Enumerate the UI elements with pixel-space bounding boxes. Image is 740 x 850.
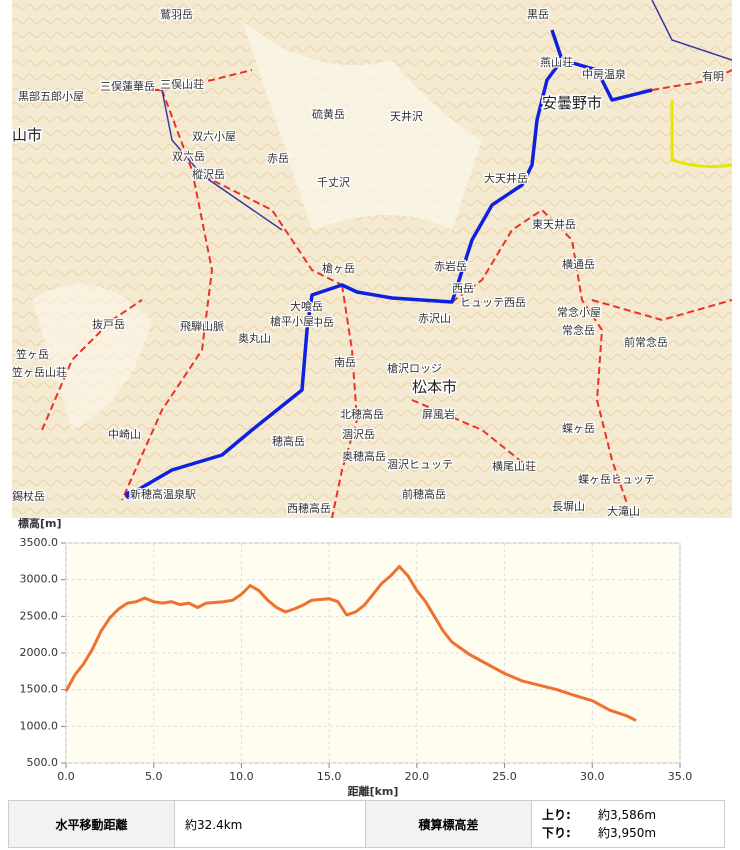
map-label: 中房温泉 bbox=[582, 67, 626, 81]
up-label: 上り: bbox=[542, 808, 571, 822]
map-label: 松本市 bbox=[412, 378, 457, 396]
y-tick-label: 2000.0 bbox=[20, 646, 59, 659]
map-label: 錫杖岳 bbox=[12, 489, 45, 503]
map-label: 前常念岳 bbox=[624, 335, 668, 349]
x-tick-label: 0.0 bbox=[57, 770, 75, 783]
boundary bbox=[161, 0, 732, 231]
map-label: 槍ヶ岳 bbox=[322, 261, 355, 275]
map-label: 飛騨山脈 bbox=[180, 319, 224, 333]
map-label: 赤岩岳 bbox=[434, 259, 467, 273]
map-label: 赤沢山 bbox=[418, 311, 451, 325]
map-label: 三俣蓮華岳 bbox=[100, 79, 155, 93]
map-label: 笠ヶ岳山荘 bbox=[12, 365, 67, 379]
map-label: 天井沢 bbox=[390, 109, 423, 123]
map-label: 大喰岳 bbox=[290, 299, 323, 313]
x-tick-label: 10.0 bbox=[229, 770, 254, 783]
map-label: 蝶ヶ岳ヒュッテ bbox=[578, 472, 655, 486]
map-valley bbox=[32, 284, 152, 430]
y-tick-label: 2500.0 bbox=[20, 609, 59, 622]
map-label: 大滝山 bbox=[607, 504, 640, 518]
x-tick-label: 30.0 bbox=[580, 770, 605, 783]
map-label: 硫黄岳 bbox=[312, 107, 345, 121]
up: 約3,586m bbox=[598, 808, 657, 822]
map-label: 奥丸山 bbox=[238, 331, 271, 345]
y-tick-label: 1500.0 bbox=[20, 683, 59, 696]
x-tick-label: 35.0 bbox=[668, 770, 693, 783]
map-label: 大天井岳 bbox=[484, 171, 528, 185]
elev-values: 上り: 約3,586m 下り: 約3,950m bbox=[542, 807, 714, 841]
distance: 約32.4km bbox=[174, 800, 366, 848]
map-label: 樅沢岳 bbox=[192, 167, 225, 181]
map-label: 三俣山荘 bbox=[160, 77, 204, 91]
route-start bbox=[125, 491, 133, 499]
y-axis-label: 標高[m] bbox=[18, 518, 62, 530]
x-tick-label: 25.0 bbox=[492, 770, 517, 783]
map-label: 常念小屋 bbox=[557, 306, 601, 319]
down: 約3,950m bbox=[598, 826, 657, 840]
distance-label: 水平移動距離 bbox=[8, 800, 175, 848]
road bbox=[670, 100, 732, 169]
map-label: 長塀山 bbox=[552, 500, 585, 513]
map-valley bbox=[242, 20, 482, 230]
map-label: 前穂高岳 bbox=[402, 487, 446, 501]
elev-cell: 上り: 約3,586m 下り: 約3,950m bbox=[531, 800, 725, 848]
elev-label: 積算標高差 bbox=[365, 800, 532, 848]
y-tick-label: 3500.0 bbox=[20, 536, 59, 549]
map-label: 抜戸岳 bbox=[92, 317, 125, 331]
map-label: 常念岳 bbox=[562, 324, 595, 337]
map-label: 双六岳 bbox=[172, 150, 205, 163]
summary-row: 水平移動距離 約32.4km 積算標高差 上り: 約3,586m 下り: 約3,95… bbox=[8, 800, 725, 848]
map-label: 涸沢ヒュッテ bbox=[387, 457, 453, 471]
map-label: 山市 bbox=[12, 126, 42, 144]
map-label: 燕山荘 bbox=[540, 56, 573, 69]
map-label: 槍平小屋 bbox=[270, 314, 314, 328]
map-label: ヒュッテ西岳 bbox=[460, 296, 526, 309]
map-label: 安曇野市 bbox=[542, 94, 602, 112]
map-label: 西穂高岳 bbox=[287, 501, 331, 515]
elevation-chart: 標高[m] 距離[km] 500.0 1000.0 1500.0 2000.0 2500… bbox=[18, 518, 693, 798]
map-label: 笠ヶ岳 bbox=[16, 347, 49, 361]
map-label: 蝶ヶ岳 bbox=[562, 421, 595, 435]
map-label: 赤岳 bbox=[267, 152, 289, 165]
map-label: 涸沢岳 bbox=[342, 427, 375, 441]
map-label: 穂高岳 bbox=[272, 434, 305, 448]
route bbox=[128, 29, 653, 497]
map-label: 南岳 bbox=[334, 356, 356, 369]
map-label: 西岳 bbox=[452, 282, 474, 295]
map-label: 黒岳 bbox=[527, 8, 549, 21]
summary-table: 水平移動距離 約32.4km 積算標高差 上り: 約3,586m 下り: 約3,95… bbox=[8, 800, 725, 848]
map-label: 双六小屋 bbox=[192, 130, 236, 143]
y-tick-label: 500.0 bbox=[27, 756, 59, 769]
map-label: 鷲羽岳 bbox=[160, 7, 193, 21]
y-tick-label: 3000.0 bbox=[20, 573, 59, 586]
x-tick-label: 20.0 bbox=[405, 770, 430, 783]
map-label: 新穂高温泉駅 bbox=[130, 487, 196, 501]
map-label: 北穂高岳 bbox=[340, 407, 384, 421]
map-label: 屏風岩 bbox=[422, 407, 455, 421]
map-label: 奥穂高岳 bbox=[342, 449, 386, 463]
x-tick-label: 15.0 bbox=[317, 770, 342, 783]
map-label: 横尾山荘 bbox=[492, 459, 536, 473]
trails bbox=[41, 69, 732, 518]
map-label: 東天井岳 bbox=[532, 217, 576, 231]
map-label: 横通岳 bbox=[562, 257, 595, 271]
down-label: 下り: bbox=[542, 826, 571, 840]
map-label: 槍沢ロッジ bbox=[387, 361, 442, 375]
y-tick-label: 1000.0 bbox=[20, 719, 59, 732]
map-label: 有明 bbox=[702, 69, 724, 83]
x-axis-label: 距離[km] bbox=[348, 784, 399, 798]
x-tick-label: 5.0 bbox=[145, 770, 163, 783]
map-label: 中崎山 bbox=[108, 427, 141, 441]
map-label: 黒部五郎小屋 bbox=[18, 90, 84, 103]
elevation-line bbox=[64, 565, 637, 722]
map-label: 中岳 bbox=[312, 316, 334, 329]
map-label: 千丈沢 bbox=[317, 175, 350, 189]
